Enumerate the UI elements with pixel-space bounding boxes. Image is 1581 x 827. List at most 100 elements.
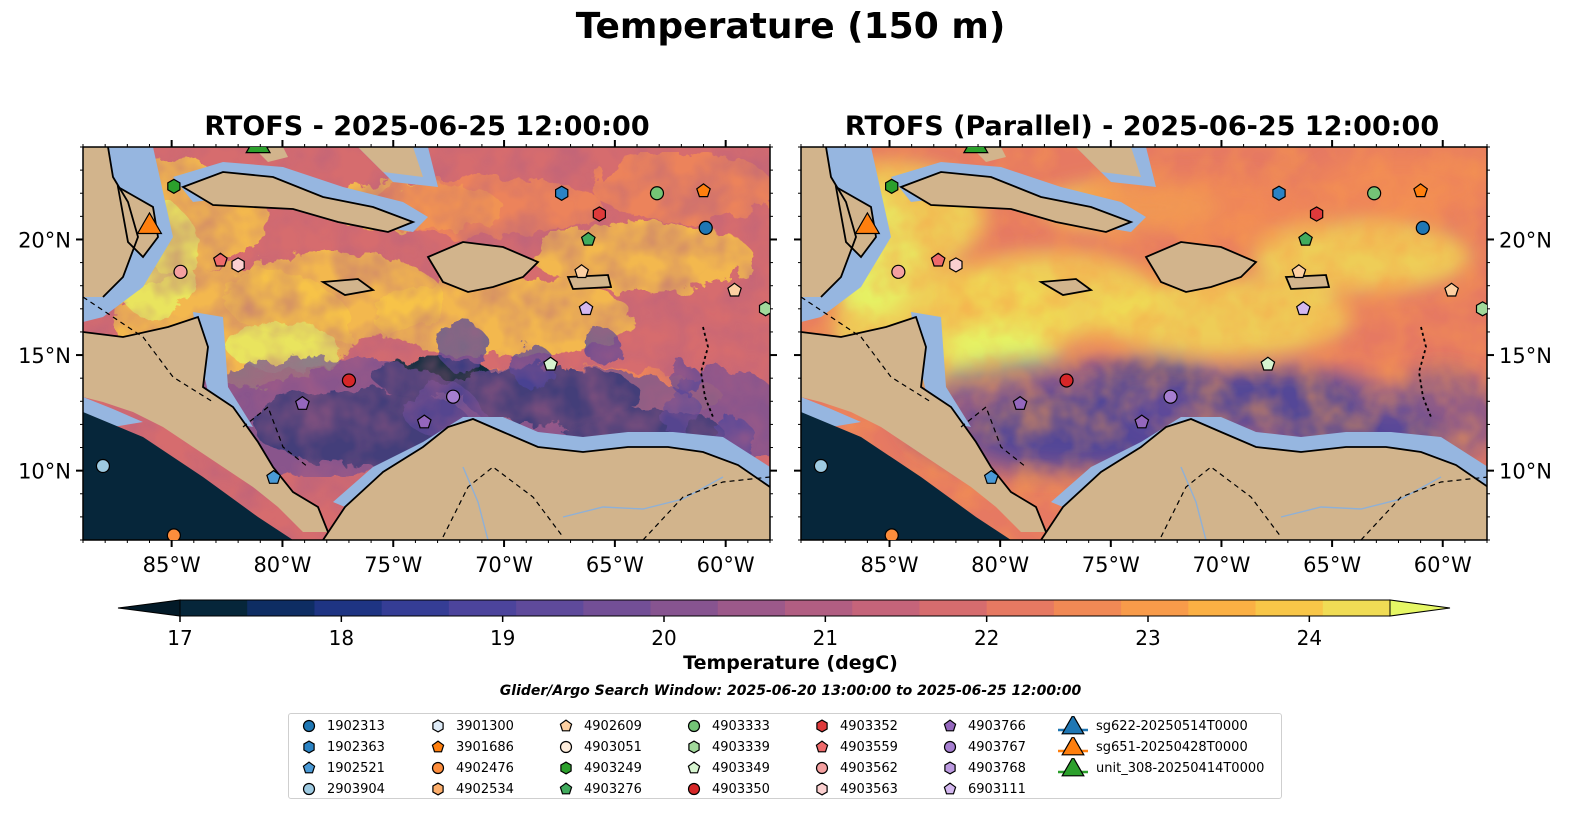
triangle-marker-icon xyxy=(1058,737,1088,756)
colorbar-level xyxy=(1322,600,1391,616)
map-frame xyxy=(800,146,1488,541)
circle-marker-icon xyxy=(559,740,573,754)
circle-marker-icon xyxy=(943,740,957,754)
float-marker xyxy=(212,252,228,267)
legend-marker xyxy=(687,782,701,796)
legend-marker xyxy=(302,782,316,796)
float-marker xyxy=(891,264,906,279)
glider-marker xyxy=(962,147,989,154)
pentagon-marker-icon xyxy=(687,761,701,774)
legend-item: 4903339 xyxy=(684,737,770,757)
legend-item: sg622-20250514T0000 xyxy=(1058,716,1248,736)
float-marker xyxy=(758,301,770,317)
circle-marker-icon xyxy=(302,782,316,796)
legend-marker xyxy=(1061,716,1085,735)
hexagon-marker-icon xyxy=(303,740,315,754)
float-marker xyxy=(1260,356,1276,371)
legend-item-label: 4902609 xyxy=(584,718,642,734)
float-marker xyxy=(543,356,559,371)
legend-item-label: 3901300 xyxy=(456,718,514,734)
legend-item-label: 4903766 xyxy=(968,718,1026,734)
float-marker xyxy=(95,458,111,474)
float-marker xyxy=(1413,183,1429,198)
x-tick-label: 75°W xyxy=(364,553,422,577)
hexagon-marker-icon xyxy=(432,782,444,796)
legend-item: 4903352 xyxy=(812,716,898,736)
legend-item-label: unit_308-20250414T0000 xyxy=(1096,760,1265,776)
legend-marker xyxy=(432,719,444,733)
float-marker xyxy=(1415,220,1430,236)
legend-marker xyxy=(687,761,701,774)
float-marker xyxy=(580,231,596,246)
legend-item: 4903562 xyxy=(812,758,898,778)
x-tick-label: 60°W xyxy=(697,553,755,577)
legend-item-label: 6903111 xyxy=(968,781,1026,797)
legend-item-label: 4903352 xyxy=(840,718,898,734)
legend-item: 4903563 xyxy=(812,779,898,799)
legend-marker xyxy=(559,740,573,754)
legend-item: 4902534 xyxy=(428,779,514,799)
float-marker xyxy=(166,528,181,540)
colorbar-level xyxy=(650,600,719,616)
legend-item: 6903111 xyxy=(940,779,1026,799)
legend-marker xyxy=(432,782,444,796)
colorbar-level xyxy=(785,600,853,616)
float-marker xyxy=(1298,231,1313,246)
colorbar-tick-label: 23 xyxy=(1135,626,1160,650)
colorbar-label: Temperature (degC) xyxy=(683,652,898,674)
legend-item: 1902363 xyxy=(299,737,385,757)
hexagon-marker-icon xyxy=(816,719,828,733)
colorbar-level xyxy=(314,600,383,616)
colorbar-level xyxy=(717,600,786,616)
colorbar-level xyxy=(986,600,1055,616)
circle-marker-icon xyxy=(687,719,701,733)
float-marker xyxy=(1134,414,1150,429)
float-marker xyxy=(884,178,899,194)
float-marker xyxy=(649,186,665,201)
legend-item-label: 4903333 xyxy=(712,718,770,734)
circle-marker-icon xyxy=(687,782,701,796)
legend-marker xyxy=(1061,737,1085,756)
colorbar-level xyxy=(1255,600,1324,616)
legend-item: 4903559 xyxy=(812,737,898,757)
legend-marker xyxy=(943,740,957,754)
float-marker xyxy=(554,185,569,201)
y-tick-label: 15°N xyxy=(18,344,71,368)
legend-item: 4903333 xyxy=(684,716,770,736)
legend-item: 3901300 xyxy=(428,716,514,736)
legend-item-label: 4903767 xyxy=(968,739,1026,755)
x-tick-label: 80°W xyxy=(971,553,1029,577)
colorbar-level xyxy=(247,600,315,616)
legend-item: 4903766 xyxy=(940,716,1026,736)
x-tick-label: 60°W xyxy=(1414,553,1472,577)
map-panel-2 xyxy=(801,147,1487,540)
x-tick-label: 70°W xyxy=(1192,553,1250,577)
pentagon-marker-icon xyxy=(943,719,957,732)
legend-marker xyxy=(815,761,829,775)
legend-marker xyxy=(431,761,445,775)
colorbar-level xyxy=(180,600,248,616)
legend-item: 4902609 xyxy=(556,716,642,736)
float-marker xyxy=(1475,301,1487,317)
legend-item-label: 2903904 xyxy=(327,781,385,797)
hexagon-marker-icon xyxy=(560,761,572,775)
float-marker xyxy=(173,264,188,279)
colorbar-tick-label: 24 xyxy=(1297,626,1322,650)
pentagon-marker-icon xyxy=(431,740,445,753)
y-tick-label: 15°N xyxy=(1499,344,1552,368)
x-tick-label: 85°W xyxy=(861,553,919,577)
colorbar-tick-label: 20 xyxy=(651,626,676,650)
legend-item: 3901686 xyxy=(428,737,514,757)
colorbar-level xyxy=(1053,600,1122,616)
float-marker xyxy=(1012,395,1028,410)
pentagon-marker-icon xyxy=(302,761,316,774)
legend-marker xyxy=(303,740,315,754)
legend-item-label: 4903339 xyxy=(712,739,770,755)
colorbar-tick-label: 22 xyxy=(974,626,999,650)
float-marker xyxy=(574,264,590,279)
legend-item: 1902521 xyxy=(299,758,385,778)
float-marker xyxy=(813,458,829,474)
legend-item-label: sg651-20250428T0000 xyxy=(1096,739,1248,755)
float-marker xyxy=(1059,373,1074,388)
left-panel-title: RTOFS - 2025-06-25 12:00:00 xyxy=(204,111,650,142)
